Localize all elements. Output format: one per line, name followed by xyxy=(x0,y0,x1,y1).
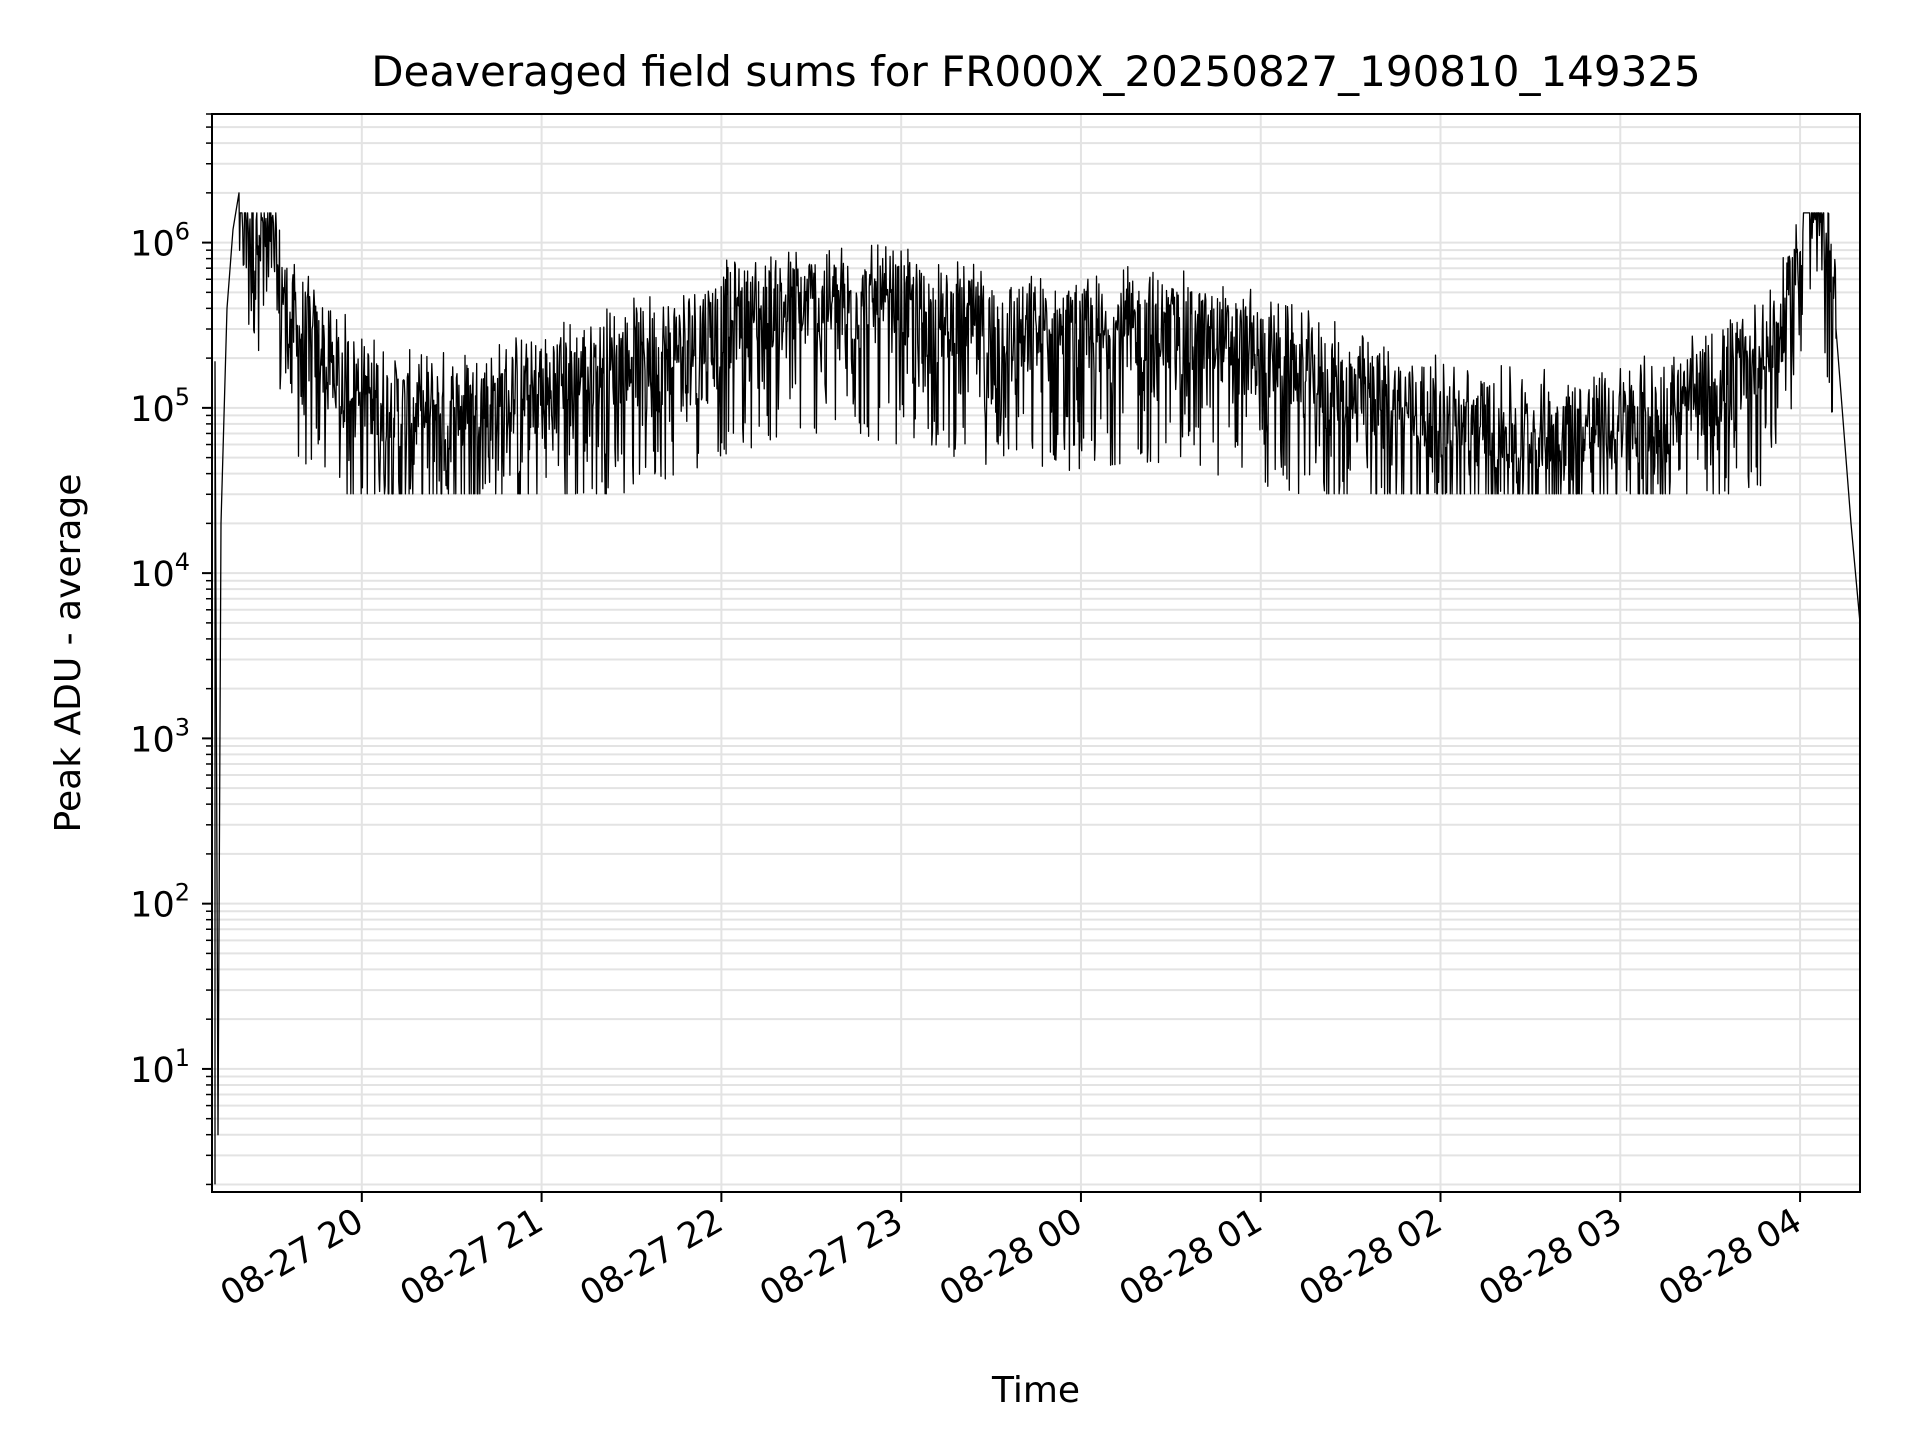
y-tick-label: 106 xyxy=(130,218,190,265)
y-axis: 101 102 103 104 105 106 xyxy=(130,113,212,1186)
y-axis-label: Peak ADU - average xyxy=(48,474,89,833)
y-tick-label: 105 xyxy=(130,383,190,430)
chart-title: Deaveraged field sums for FR000X_2025082… xyxy=(371,47,1701,96)
y-tick-label: 101 xyxy=(130,1044,190,1091)
x-axis-label: Time xyxy=(991,1370,1080,1411)
y-tick-label: 103 xyxy=(130,713,190,760)
plot-frame xyxy=(211,113,1861,1193)
y-tick-label: 104 xyxy=(130,548,190,595)
y-tick-label: 102 xyxy=(130,879,190,926)
series-line xyxy=(214,192,1860,1185)
